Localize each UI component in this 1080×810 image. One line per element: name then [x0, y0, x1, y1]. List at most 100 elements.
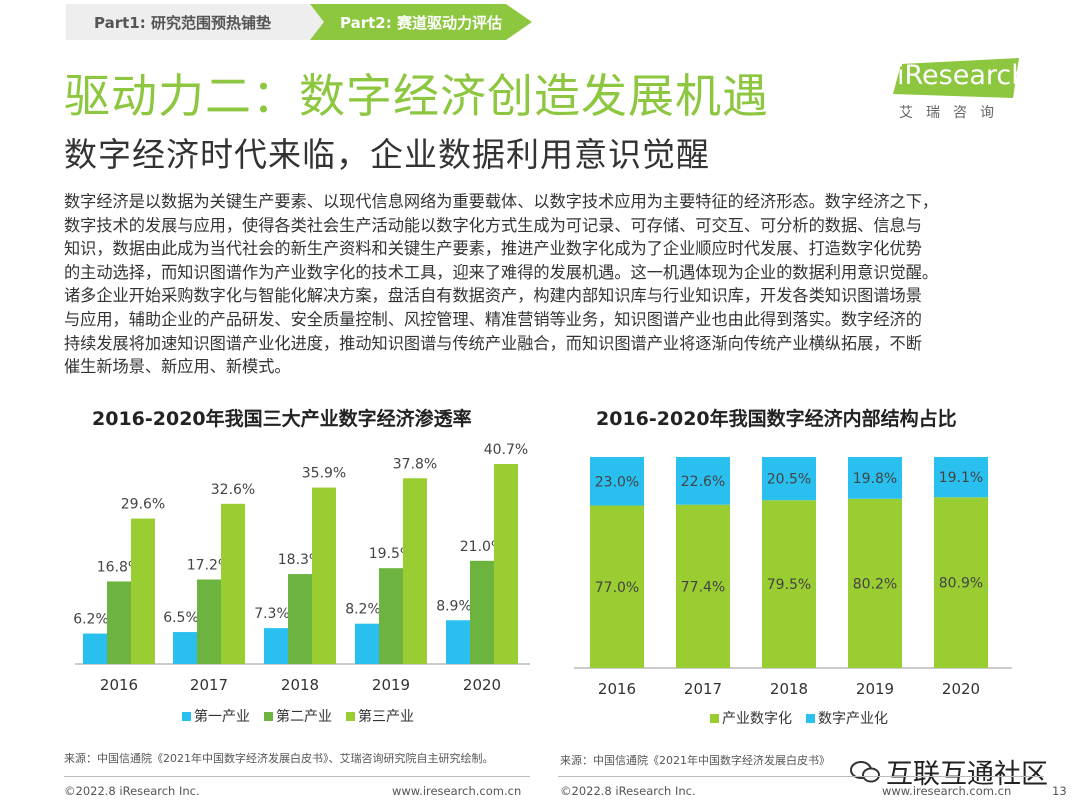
chart2-data-label: 20.5%	[767, 472, 811, 488]
body-line: 催生新场景、新应用、新模式。	[64, 357, 291, 377]
chart1-data-label: 35.9%	[302, 466, 346, 482]
chart2-data-label: 79.5%	[767, 577, 811, 593]
chart1-title: 2016-2020年我国三大产业数字经济渗透率	[92, 408, 472, 430]
body-line: 的主动选择，而知识图谱作为产业数字化的技术工具，迎来了难得的发展机遇。这一机遇体…	[64, 262, 939, 282]
footer-url[interactable]: www.iresearch.com.cn	[882, 784, 1012, 798]
chart1-data-label: 8.2%	[345, 602, 381, 618]
chart2-bar-segment	[676, 504, 730, 668]
chart2-bar-segment	[848, 498, 902, 668]
chart2-bar-segment	[762, 457, 816, 501]
legend-item: 数字产业化	[806, 708, 888, 728]
chart2-tick-label: 2017	[684, 680, 722, 698]
chart2-data-label: 80.2%	[853, 576, 897, 592]
chart1-bar	[173, 632, 197, 664]
legend-swatch	[710, 713, 719, 723]
chart1-data-label: 32.6%	[211, 482, 255, 498]
page-title: 驱动力二：数字经济创造发展机遇	[64, 69, 769, 123]
chart1-data-label: 29.6%	[121, 497, 165, 513]
chart1-data-label: 6.5%	[163, 610, 199, 626]
chart1-bar	[197, 579, 221, 664]
chart1-bar	[403, 478, 427, 664]
legend-label: 数字产业化	[818, 711, 888, 727]
chart2-data-label: 23.0%	[595, 474, 639, 490]
body-line: 数字技术的发展与应用，使得各类社会生产活动能以数字化方式生成为可记录、可存储、可…	[64, 215, 922, 235]
chart1-data-label: 18.3%	[278, 552, 322, 568]
chart2-tick-label: 2018	[770, 680, 808, 698]
legend-label: 第三产业	[358, 709, 414, 725]
chart1-tick-label: 2016	[100, 676, 138, 694]
tab-part1[interactable]: Part1: 研究范围预热铺垫	[66, 4, 324, 40]
body-line: 数字经济是以数据为关键生产要素、以现代信息网络为重要载体、以数字技术应用为主要特…	[64, 192, 939, 211]
chart1-data-label: 40.7%	[484, 442, 528, 458]
chart2-data-label: 80.9%	[939, 576, 983, 592]
chart1-bar	[379, 568, 403, 664]
chart2-bar-segment	[848, 457, 902, 499]
body-line: 诸多企业开始采购数字化与智能化解决方案，盘活自有数据资产，构建内部知识库与行业知…	[64, 286, 922, 306]
legend-label: 第一产业	[194, 709, 250, 725]
body-line: 持续发展将加速知识图谱产业化进度，推动知识图谱与传统产业融合，而知识图谱产业将逐…	[64, 333, 922, 353]
chart2-data-label: 77.0%	[595, 580, 639, 596]
legend-swatch	[806, 713, 815, 723]
footer-url[interactable]: www.iresearch.com.cn	[392, 784, 522, 798]
chart2-bar-segment	[934, 457, 988, 498]
body-line: 知识，数据由此成为当代社会的新生产资料和关键生产要素，推进产业数字化成为了企业顺…	[64, 239, 922, 259]
chart2-data-label: 19.8%	[853, 471, 897, 487]
chart1-data-label: 19.5%	[369, 546, 413, 562]
tab-part2[interactable]: Part2: 赛道驱动力评估	[310, 4, 532, 40]
chart1-data-label: 21.0%	[460, 539, 504, 555]
legend-item: 产业数字化	[710, 708, 792, 728]
chart1-data-label: 37.8%	[393, 456, 437, 472]
legend-swatch	[182, 711, 191, 721]
chart1-bar	[312, 487, 336, 664]
chat-icon	[850, 760, 880, 782]
legend-swatch	[346, 711, 355, 721]
chart1-bar	[470, 560, 494, 664]
chart1-source: 来源：中国信通院《2021年中国数字经济发展白皮书》、艾瑞咨询研究院自主研究绘制…	[64, 752, 494, 765]
chart1-bar	[494, 464, 518, 664]
part-tabs: Part1: 研究范围预热铺垫 Part2: 赛道驱动力评估	[66, 4, 532, 40]
iresearch-logo: iResearch 艾瑞咨询	[893, 58, 1033, 124]
footer-divider	[64, 776, 530, 777]
logo-text: iResearch	[897, 60, 1029, 91]
chart2-tick-label: 2020	[942, 680, 980, 698]
chart2-legend: 产业数字化 数字产业化	[710, 708, 902, 728]
chart1-tick-label: 2018	[281, 676, 319, 694]
chart2-bar-segment	[676, 457, 730, 505]
chart2-bar-segment	[762, 500, 816, 668]
chart1-data-label: 16.8%	[97, 559, 141, 575]
page-number: 13	[1052, 784, 1067, 798]
chart1-data-label: 8.9%	[436, 598, 472, 614]
chart2-bar-segment	[590, 505, 644, 668]
legend-item: 第一产业	[182, 706, 250, 726]
chart1-bar	[288, 574, 312, 664]
chart1-bar	[107, 581, 131, 664]
chart1-bar	[264, 628, 288, 664]
chart2-bar-segment	[934, 497, 988, 668]
chart1-bar	[446, 620, 470, 664]
legend-swatch	[264, 711, 273, 721]
watermark-text: 互联互通社区	[886, 759, 1048, 790]
chart1-bar	[221, 503, 245, 664]
chart1-legend: 第一产业 第二产业 第三产业	[182, 706, 428, 726]
chart1-tick-label: 2019	[372, 676, 410, 694]
chart1-bar	[131, 518, 155, 664]
footer-copyright: ©2022.8 iResearch Inc.	[560, 784, 696, 798]
chart1-data-label: 7.3%	[254, 606, 290, 622]
chart2-tick-label: 2019	[856, 680, 894, 698]
chart2-title: 2016-2020年我国数字经济内部结构占比	[596, 408, 957, 430]
chart2-data-label: 19.1%	[939, 470, 983, 486]
logo-badge	[893, 58, 1019, 98]
chart2-data-label: 77.4%	[681, 579, 725, 595]
legend-label: 产业数字化	[722, 711, 792, 727]
chart1-bar	[355, 623, 379, 664]
chart1-data-label: 6.2%	[73, 612, 109, 628]
community-watermark: 互联互通社区	[850, 752, 1048, 791]
chart2-tick-label: 2016	[598, 680, 636, 698]
body-line: 与应用，辅助企业的产品研发、安全质量控制、风控管理、精准营销等业务，知识图谱产业…	[64, 309, 922, 329]
chart2-source: 来源：中国信通院《2021年中国数字经济发展白皮书》	[560, 754, 830, 767]
body-paragraph: 数字经济是以数据为关键生产要素、以现代信息网络为重要载体、以数字技术应用为主要特…	[64, 190, 1034, 379]
page-subtitle: 数字经济时代来临，企业数据利用意识觉醒	[64, 135, 710, 174]
legend-item: 第二产业	[264, 706, 332, 726]
legend-item: 第三产业	[346, 706, 414, 726]
